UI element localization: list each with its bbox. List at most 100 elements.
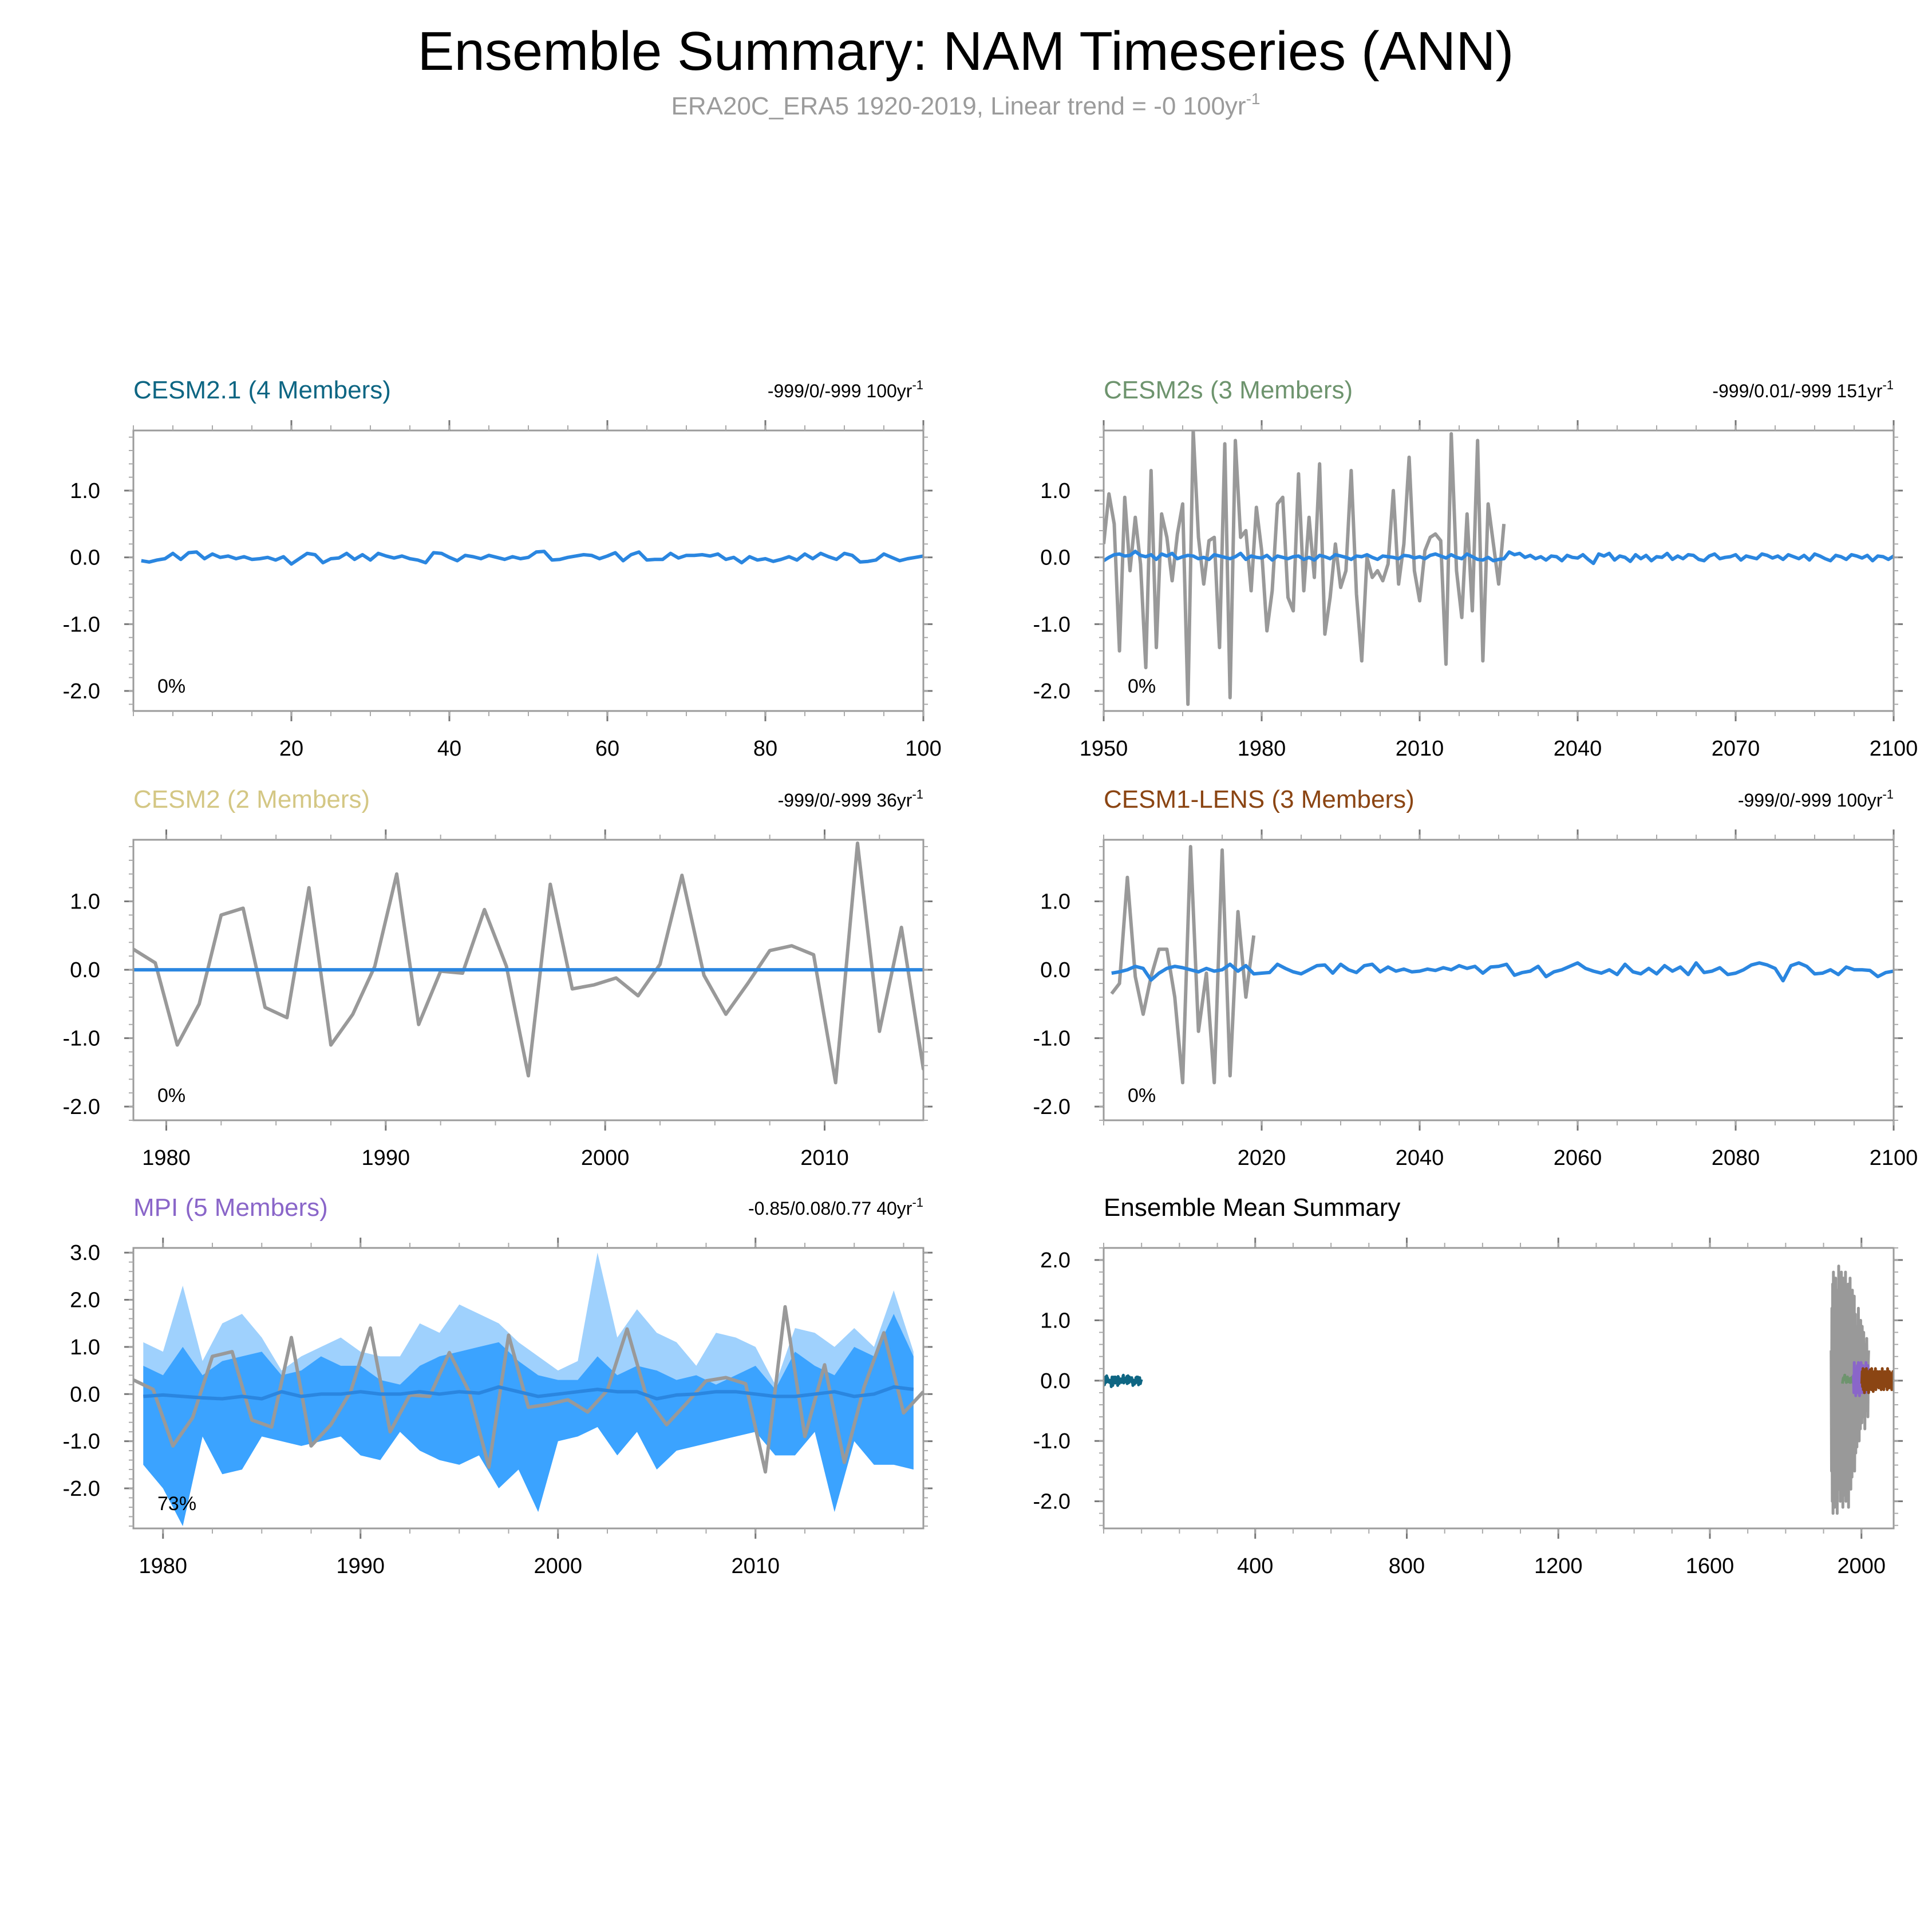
y-tick-label-cesm1: -2.0 xyxy=(1033,1095,1070,1119)
panel-title-cesm2: CESM2 (2 Members) xyxy=(133,785,370,813)
panel-mpi: MPI (5 Members) -0.85/0.08/0.77 40yr-1 3.0… xyxy=(63,1194,933,1578)
y-tick-label-cesm2: 0.0 xyxy=(70,958,100,982)
y-tick-label-cesm1: -1.0 xyxy=(1033,1027,1070,1051)
plot-area-cesm2 xyxy=(133,841,923,1085)
y-tick-label-summary: 1.0 xyxy=(1040,1309,1070,1333)
y-tick-label-cesm1: 1.0 xyxy=(1040,890,1070,914)
ensemble-mean-line-cesm21 xyxy=(141,550,923,566)
panel-cesm1: CESM1-LENS (3 Members) -999/0/-999 100yr-… xyxy=(1033,785,1918,1170)
x-tick-label-mpi: 2010 xyxy=(731,1554,780,1578)
x-tick-label-cesm2: 1980 xyxy=(142,1146,191,1170)
x-tick-label-cesm1: 2020 xyxy=(1238,1146,1286,1170)
x-tick-label-cesm21: 60 xyxy=(595,737,619,761)
x-tick-label-cesm2s: 1980 xyxy=(1238,737,1286,761)
panel-cesm21: CESM2.1 (4 Members) -999/0/-999 100yr-1 1.… xyxy=(63,376,942,761)
ensemble-mean-line-mpi xyxy=(143,1385,914,1401)
panel-stat-sup-cesm1: -1 xyxy=(1882,787,1894,801)
figure-subtitle-text: ERA20C_ERA5 1920-2019, Linear trend = -0… xyxy=(671,92,1246,120)
panel-stat-text-cesm2s: -999/0.01/-999 151yr xyxy=(1712,381,1882,401)
x-tick-label-summary: 1600 xyxy=(1686,1554,1735,1578)
panel-title-cesm1: CESM1-LENS (3 Members) xyxy=(1104,785,1415,813)
panel-stat-sup-cesm21: -1 xyxy=(912,378,923,392)
panel-stat-mpi: -0.85/0.08/0.77 40yr-1 xyxy=(748,1195,923,1219)
figure-subtitle: ERA20C_ERA5 1920-2019, Linear trend = -0… xyxy=(671,90,1261,120)
y-tick-label-cesm1: 0.0 xyxy=(1040,958,1070,982)
x-tick-label-summary: 800 xyxy=(1389,1554,1425,1578)
x-tick-label-cesm21: 80 xyxy=(753,737,777,761)
y-tick-label-mpi: 3.0 xyxy=(70,1241,100,1265)
x-tick-label-cesm1: 2100 xyxy=(1870,1146,1918,1170)
x-tick-label-summary: 1200 xyxy=(1534,1554,1583,1578)
panel-pct-cesm1: 0% xyxy=(1128,1085,1156,1107)
x-tick-label-cesm2s: 2100 xyxy=(1870,737,1918,761)
plot-area-mpi xyxy=(133,1253,923,1526)
obs-line-cesm2s xyxy=(1104,430,1506,706)
plot-area-cesm1 xyxy=(1110,845,1894,1085)
y-tick-label-summary: 0.0 xyxy=(1040,1369,1070,1393)
plot-frame-cesm2 xyxy=(132,839,924,1121)
x-tick-label-cesm21: 20 xyxy=(279,737,303,761)
y-tick-label-cesm21: 1.0 xyxy=(70,479,100,503)
x-tick-label-cesm2: 1990 xyxy=(362,1146,410,1170)
y-tick-label-cesm2: -1.0 xyxy=(63,1027,100,1051)
panel-cesm2s: CESM2s (3 Members) -999/0.01/-999 151yr-1… xyxy=(1033,376,1918,761)
y-tick-label-mpi: 2.0 xyxy=(70,1289,100,1313)
panel-stat-text-cesm2: -999/0/-999 36yr xyxy=(778,790,912,811)
y-tick-label-cesm21: -2.0 xyxy=(63,679,100,704)
panels: CESM2.1 (4 Members) -999/0/-999 100yr-11.… xyxy=(63,376,1918,1578)
x-tick-label-cesm1: 2080 xyxy=(1712,1146,1760,1170)
panel-stat-sup-mpi: -1 xyxy=(912,1195,923,1210)
y-tick-label-summary: 2.0 xyxy=(1040,1249,1070,1273)
x-tick-label-cesm2s: 2070 xyxy=(1712,737,1760,761)
x-tick-label-mpi: 2000 xyxy=(534,1554,582,1578)
y-tick-label-cesm2s: -2.0 xyxy=(1033,679,1070,704)
y-tick-label-mpi: -2.0 xyxy=(63,1477,100,1501)
y-tick-label-cesm21: -1.0 xyxy=(63,613,100,637)
obs-line-mpi xyxy=(133,1305,923,1474)
y-tick-label-summary: -1.0 xyxy=(1033,1429,1070,1453)
figure-title: Ensemble Summary: NAM Timeseries (ANN) xyxy=(417,21,1514,82)
plot-area-cesm21 xyxy=(141,550,923,566)
ensemble-mean-line-cesm2s xyxy=(1104,550,1894,566)
panel-pct-cesm2s: 0% xyxy=(1128,675,1156,697)
panel-title-mpi: MPI (5 Members) xyxy=(133,1194,328,1222)
y-tick-label-mpi: -1.0 xyxy=(63,1430,100,1454)
panel-stat-sup-cesm2s: -1 xyxy=(1882,378,1894,392)
x-tick-label-cesm2s: 2010 xyxy=(1396,737,1444,761)
y-tick-label-cesm2: 1.0 xyxy=(70,890,100,914)
panel-title-cesm2s: CESM2s (3 Members) xyxy=(1104,376,1353,404)
panel-stat-cesm2: -999/0/-999 36yr-1 xyxy=(778,787,923,811)
panel-stat-text-mpi: -0.85/0.08/0.77 40yr xyxy=(748,1198,912,1219)
y-tick-label-mpi: 0.0 xyxy=(70,1382,100,1406)
panel-pct-cesm21: 0% xyxy=(157,675,185,697)
x-tick-label-cesm2: 2000 xyxy=(581,1146,630,1170)
spread-inner-band xyxy=(143,1314,914,1526)
y-tick-label-cesm21: 0.0 xyxy=(70,546,100,570)
x-tick-label-mpi: 1980 xyxy=(139,1554,187,1578)
panel-stat-cesm21: -999/0/-999 100yr-1 xyxy=(768,378,923,401)
panel-pct-mpi: 73% xyxy=(157,1493,196,1515)
panel-pct-cesm2: 0% xyxy=(157,1085,185,1107)
y-tick-label-cesm2s: 1.0 xyxy=(1040,479,1070,503)
panel-summary: Ensemble Mean Summary 2.0 1.0 0.0 -1.0 -2.0 40… xyxy=(1033,1194,1903,1578)
panel-stat-sup-cesm2: -1 xyxy=(912,787,923,801)
obs-line-cesm1 xyxy=(1110,845,1256,1085)
x-tick-label-cesm21: 40 xyxy=(437,737,461,761)
x-tick-label-cesm1: 2040 xyxy=(1396,1146,1444,1170)
x-tick-label-cesm21: 100 xyxy=(905,737,941,761)
panel-title-summary: Ensemble Mean Summary xyxy=(1104,1194,1400,1222)
y-tick-label-summary: -2.0 xyxy=(1033,1490,1070,1514)
y-tick-label-cesm2s: 0.0 xyxy=(1040,546,1070,570)
figure-subtitle-sup: -1 xyxy=(1246,90,1261,108)
panel-stat-cesm2s: -999/0.01/-999 151yr-1 xyxy=(1712,378,1894,401)
summary-series-1 xyxy=(1104,1373,1143,1388)
x-tick-label-summary: 2000 xyxy=(1837,1554,1886,1578)
x-tick-label-cesm2s: 2040 xyxy=(1554,737,1602,761)
plot-frame-cesm21 xyxy=(132,429,924,712)
x-tick-label-mpi: 1990 xyxy=(336,1554,385,1578)
ensemble-mean-line-cesm1 xyxy=(1111,961,1894,983)
panel-stat-text-cesm1: -999/0/-999 100yr xyxy=(1738,790,1883,811)
panel-title-cesm21: CESM2.1 (4 Members) xyxy=(133,376,391,404)
plot-area-cesm2s xyxy=(1104,430,1894,706)
